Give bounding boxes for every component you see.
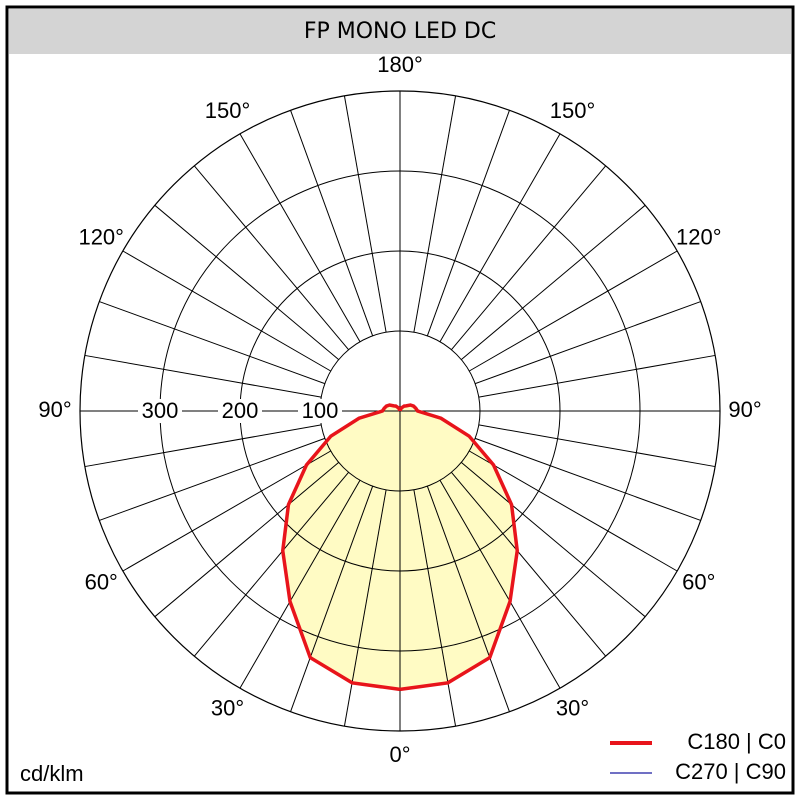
label-bg <box>138 399 182 423</box>
minor-spoke <box>99 301 325 385</box>
legend-label: C180 | C0 <box>687 729 786 754</box>
angle-tick-label: 30° <box>211 696 244 721</box>
series-line <box>398 403 520 692</box>
minor-spoke <box>475 301 701 385</box>
angle-tick-label: 150° <box>205 98 251 123</box>
minor-spoke <box>475 437 701 521</box>
minor-spoke <box>154 204 340 360</box>
minor-spoke <box>413 95 457 333</box>
minor-spoke <box>478 354 716 398</box>
unit-label: cd/klm <box>20 761 84 786</box>
angle-tick-label: 0° <box>389 742 410 767</box>
label-bg <box>218 399 262 423</box>
angle-tick-label: 90° <box>38 397 71 422</box>
label-bg <box>298 399 342 423</box>
minor-spoke <box>460 462 646 618</box>
minor-spoke <box>460 204 646 360</box>
grid-spoke <box>469 250 678 372</box>
chart-title: FP MONO LED DC <box>304 19 496 44</box>
minor-spoke <box>99 437 325 521</box>
grid-spoke <box>239 133 361 342</box>
r-tick-label: 200 <box>222 398 259 423</box>
grid-spoke <box>122 250 331 372</box>
minor-spoke <box>343 95 387 333</box>
angle-tick-label: 120° <box>78 224 124 249</box>
angle-tick-label: 30° <box>556 696 589 721</box>
minor-spoke <box>84 424 322 468</box>
minor-spoke <box>478 424 716 468</box>
grid-spoke <box>469 450 678 572</box>
minor-spoke <box>426 110 510 336</box>
minor-spoke <box>193 165 349 351</box>
minor-spoke <box>426 486 510 712</box>
grid-spoke <box>122 450 331 572</box>
r-tick-label: 300 <box>142 398 179 423</box>
area-fill <box>282 405 400 690</box>
minor-spoke <box>84 354 322 398</box>
grid-spoke <box>439 480 561 689</box>
legend-label: C270 | C90 <box>675 759 786 784</box>
minor-spoke <box>451 471 607 657</box>
minor-spoke <box>451 165 607 351</box>
grid-spoke <box>239 480 361 689</box>
angle-tick-label: 180° <box>377 52 423 77</box>
minor-spoke <box>154 462 340 618</box>
title-bar <box>9 9 791 54</box>
grid-spoke <box>439 133 561 342</box>
minor-spoke <box>290 110 374 336</box>
minor-spoke <box>413 489 457 727</box>
area-fill <box>400 405 518 690</box>
angle-tick-label: 120° <box>676 224 722 249</box>
minor-spoke <box>290 486 374 712</box>
angle-tick-label: 150° <box>550 98 596 123</box>
angle-tick-label: 60° <box>682 569 715 594</box>
angle-tick-label: 60° <box>85 569 118 594</box>
angle-tick-label: 90° <box>728 397 761 422</box>
r-tick-label: 100 <box>302 398 339 423</box>
minor-spoke <box>193 471 349 657</box>
minor-spoke <box>343 489 387 727</box>
series-line <box>280 403 402 692</box>
